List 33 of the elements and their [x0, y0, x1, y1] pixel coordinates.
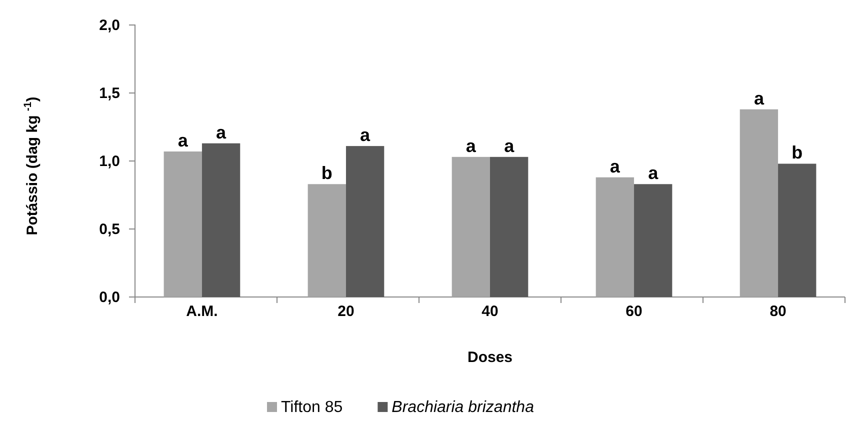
data-label: b [792, 142, 803, 163]
bar [778, 164, 816, 297]
bar [596, 177, 634, 297]
x-tick-label: 80 [770, 303, 786, 320]
data-label: a [178, 130, 189, 150]
data-label: a [648, 163, 660, 184]
data-label: a [504, 136, 516, 156]
x-tick-label: 60 [626, 303, 642, 320]
data-label: a [360, 125, 372, 146]
legend-label: Brachiaria brizantha [392, 399, 534, 416]
data-label: a [754, 88, 765, 108]
x-axis-title: Doses [467, 349, 513, 366]
bar [308, 184, 346, 297]
bar [202, 143, 240, 297]
x-tick-label: 20 [338, 303, 354, 320]
data-label: a [610, 156, 621, 176]
y-tick-label: 2,0 [99, 16, 120, 34]
data-label: a [216, 122, 228, 142]
y-tick-label: 0,5 [99, 220, 120, 238]
y-tick-label: 1,0 [99, 152, 120, 170]
legend-label: Tifton 85 [281, 399, 343, 416]
data-label: b [321, 163, 332, 184]
bar [490, 156, 528, 297]
bar [164, 151, 202, 297]
bar [740, 109, 778, 297]
data-label: a [466, 136, 477, 156]
bar [452, 156, 490, 297]
x-tick-label: A.M. [186, 303, 218, 320]
y-tick-label: 0,0 [99, 288, 120, 306]
bar [634, 184, 672, 297]
y-tick-label: 1,5 [99, 84, 120, 102]
x-tick-label: 40 [482, 303, 498, 320]
bar [346, 146, 384, 297]
